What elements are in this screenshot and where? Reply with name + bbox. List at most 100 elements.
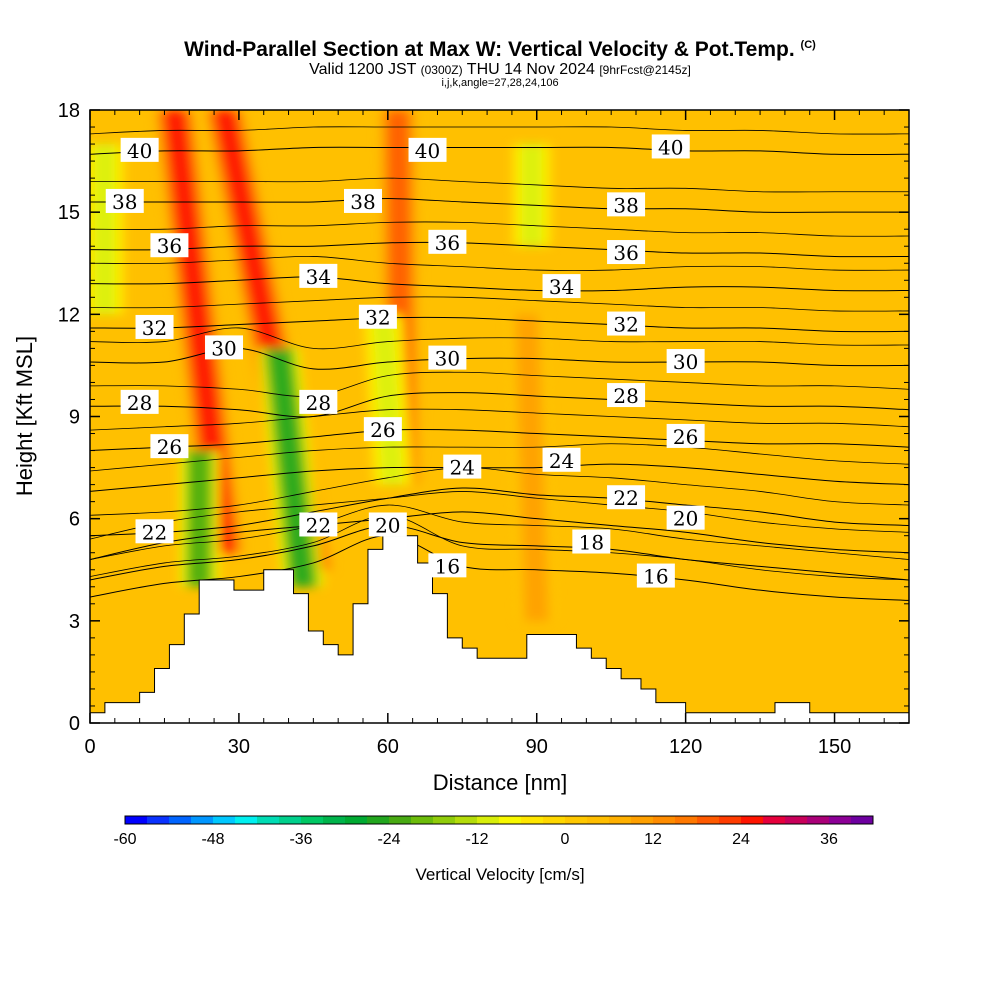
colorbar-tick-label: 36 <box>820 831 838 848</box>
colorbar-swatch <box>477 816 500 824</box>
theta-contours <box>90 126 909 601</box>
theta-contour-20 <box>90 511 909 561</box>
colorbar-swatch <box>367 816 390 824</box>
theta-label: 26 <box>370 418 395 442</box>
downdraft-3 <box>372 314 403 485</box>
y-axis-label: Height [Kft MSL] <box>12 336 37 496</box>
theta-contour-minor <box>90 296 909 312</box>
chart-title: Wind-Parallel Section at Max W: Vertical… <box>0 38 1000 62</box>
theta-contour-minor <box>90 327 909 350</box>
colorbar-swatch <box>807 816 830 824</box>
theta-label-box <box>299 389 338 414</box>
theta-label: 16 <box>435 554 460 578</box>
theta-label-box <box>150 233 189 258</box>
theta-label-box <box>666 349 705 374</box>
theta-label-box <box>607 485 646 510</box>
theta-label: 20 <box>375 513 400 537</box>
theta-label-box <box>607 383 646 408</box>
theta-label: 28 <box>306 391 331 415</box>
x-tick-label: 60 <box>377 736 399 758</box>
theta-contour-minor <box>90 443 909 472</box>
colorbar-tick-label: 0 <box>561 831 570 848</box>
x-tick-label: 150 <box>818 736 851 758</box>
theta-label: 30 <box>673 350 698 374</box>
valid-utc: (0300Z) <box>420 63 463 77</box>
colorbar-swatch <box>587 816 610 824</box>
theta-contour-26 <box>90 428 909 452</box>
valid-time: Valid 1200 JST <box>309 61 417 78</box>
colorbar-swatch <box>411 816 434 824</box>
theta-label: 32 <box>142 316 167 340</box>
colorbar-swatch <box>697 816 720 824</box>
valid-date: THU 14 Nov 2024 <box>466 61 595 78</box>
theta-label-box <box>542 447 581 472</box>
theta-label-box <box>607 311 646 336</box>
theta-label-box <box>205 335 244 360</box>
theta-contour-minor <box>90 221 909 237</box>
theta-contour-minor <box>90 491 909 540</box>
downdraft-5 <box>521 144 542 247</box>
theta-contour-16 <box>90 535 909 601</box>
downdraft-1 <box>189 450 210 587</box>
theta-label: 20 <box>673 507 698 531</box>
colorbar-swatch <box>675 816 698 824</box>
theta-contour-18 <box>90 524 909 581</box>
theta-label: 36 <box>435 231 460 255</box>
theta-contour-minor <box>90 504 909 560</box>
theta-contour-minor <box>90 126 909 135</box>
theta-label: 24 <box>549 449 574 473</box>
colorbar-swatch <box>279 816 302 824</box>
theta-label: 36 <box>157 234 182 258</box>
theta-label-box <box>120 137 159 162</box>
colorbar-swatch <box>389 816 412 824</box>
colorbar-swatch <box>829 816 852 824</box>
theta-label-box <box>666 505 705 530</box>
theta-label: 24 <box>450 456 475 480</box>
forecast-info: [9hrFcst@2145z] <box>599 63 691 77</box>
theta-label-box <box>358 304 397 329</box>
theta-contour-34 <box>90 276 909 292</box>
copyright-mark: (C) <box>800 39 816 51</box>
terrain <box>90 535 909 723</box>
theta-label-box <box>299 512 338 537</box>
theta-label-box <box>572 529 611 554</box>
theta-contour-38 <box>90 198 909 213</box>
colorbar-swatch <box>653 816 676 824</box>
theta-label: 38 <box>613 193 638 217</box>
colorbar-swatch <box>455 816 478 824</box>
theta-label: 26 <box>157 435 182 459</box>
colorbar-swatch <box>851 816 874 824</box>
colorbar-swatch <box>433 816 456 824</box>
colorbar-frame <box>124 815 874 825</box>
theta-label-box <box>666 423 705 448</box>
theta-contour-24 <box>90 463 909 492</box>
theta-label-box <box>428 345 467 370</box>
plot-area: 40 40 40 38 38 38 36 36 36 34 34 32 32 32 30 30 30 28 28 28… <box>90 110 909 723</box>
colorbar-swatch <box>169 816 192 824</box>
colorbar-tick-label: -24 <box>377 831 400 848</box>
theta-label-box <box>443 454 482 479</box>
colorbar-swatch <box>785 816 808 824</box>
theta-label: 22 <box>306 513 331 537</box>
colorbar-swatch <box>763 816 786 824</box>
y-tick-label: 6 <box>69 509 80 531</box>
theta-contour-36 <box>90 241 909 258</box>
colorbar-swatch <box>631 816 654 824</box>
colorbar-swatch <box>521 816 544 824</box>
colorbar-swatch <box>345 816 368 824</box>
theta-contour-minor <box>90 467 909 516</box>
colorbar-tick-label: -60 <box>113 831 136 848</box>
chart-title-text: Wind-Parallel Section at Max W: Vertical… <box>184 38 795 61</box>
colorbar: -60 -48 -36 -24 -12 0 12 24 36 <box>113 815 874 848</box>
theta-label-box <box>607 192 646 217</box>
theta-label-box <box>135 314 174 339</box>
updraft-1 <box>164 110 234 553</box>
theta-label: 36 <box>613 241 638 265</box>
theta-label-box <box>299 263 338 288</box>
y-tick-label: 3 <box>69 611 80 633</box>
theta-label: 18 <box>579 531 604 555</box>
theta-label-box <box>363 417 402 442</box>
colorbar-tick-label: -12 <box>465 831 488 848</box>
chart-subtitle: Valid 1200 JST (0300Z) THU 14 Nov 2024 [… <box>0 61 1000 79</box>
